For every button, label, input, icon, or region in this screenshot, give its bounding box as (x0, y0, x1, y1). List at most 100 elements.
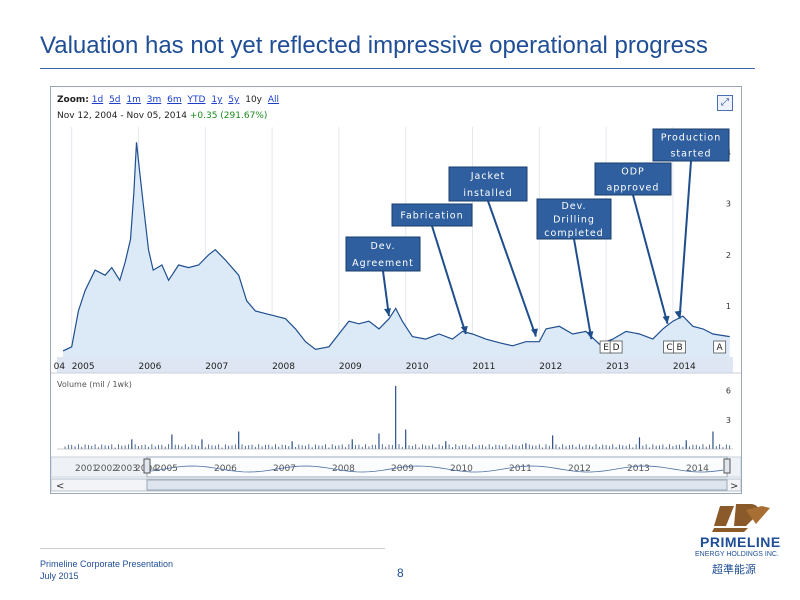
annotation-text: Agreement (352, 258, 414, 269)
footer-presentation-name: Primeline Corporate Presentation (40, 559, 174, 569)
x-tick-label: 04 (54, 362, 66, 372)
annotation-box (391, 203, 473, 227)
event-flag-label: E (603, 343, 609, 353)
annotation-arrow (632, 194, 669, 325)
annotation-text: Dev. (370, 241, 395, 252)
annotation-text: Production (661, 133, 722, 144)
annotation-text: installed (463, 188, 512, 199)
navigator-label: 2014 (686, 464, 709, 474)
navigator-label: 2006 (214, 464, 237, 474)
event-flag (673, 340, 686, 354)
zoom-option-3m[interactable]: 3m (146, 95, 162, 105)
slide-title: Valuation has not yet reflected impressi… (40, 32, 708, 59)
logo-name: PRIMELINE (700, 534, 781, 550)
annotation-box (652, 128, 730, 162)
zoom-option-1d[interactable]: 1d (91, 95, 104, 105)
annotation-text: completed (544, 228, 603, 239)
price-area (63, 142, 730, 357)
volume-label: Volume (mil / 1wk) (57, 380, 132, 389)
x-tick-label: 2010 (406, 362, 429, 372)
x-tick-label: 2014 (673, 362, 696, 372)
title-divider (40, 68, 755, 69)
navigator-label: 2012 (568, 464, 591, 474)
x-tick-label: 2012 (539, 362, 562, 372)
annotation-arrowhead (383, 308, 391, 317)
x-tick-label: 2009 (339, 362, 362, 372)
price-volume-chart: 1234042005200620072008200920102011201220… (51, 127, 741, 492)
zoom-option-all[interactable]: All (267, 95, 280, 105)
zoom-controls: Zoom: 1d 5d 1m 3m 6m YTD 1y 5y 10y All (57, 95, 282, 105)
price-line (62, 142, 730, 352)
annotation-text: Jacket (470, 171, 506, 182)
annotation-arrow (431, 225, 467, 335)
annotation-arrowhead (662, 315, 670, 324)
event-flag-label: A (717, 343, 724, 353)
annotation-box (448, 166, 528, 202)
date-range-row: Nov 12, 2004 - Nov 05, 2014 +0.35 (291.6… (57, 111, 267, 121)
navigator-handle-left (143, 458, 151, 474)
annotation-text: started (670, 149, 711, 160)
zoom-option-ytd[interactable]: YTD (187, 95, 206, 105)
annotation-box (345, 236, 421, 272)
annotation-arrowhead (460, 326, 468, 334)
expand-icon[interactable]: ⤢ (717, 95, 733, 111)
chevron-left-icon: < (56, 481, 64, 492)
annotation-arrow (678, 160, 692, 319)
annotation-arrowhead (674, 310, 682, 319)
x-tick-label: 2005 (72, 362, 95, 372)
footer-text: Primeline Corporate Presentation July 20… (40, 558, 173, 582)
event-flag-label: D (613, 343, 620, 353)
footer-date: July 2015 (40, 571, 79, 581)
y-tick-label: 2 (726, 251, 731, 260)
volume-tick-label: 3 (726, 416, 731, 425)
annotation-arrowhead (586, 331, 594, 340)
zoom-option-6m[interactable]: 6m (167, 95, 182, 105)
y-tick-label: 3 (726, 200, 731, 209)
annotation-arrow (487, 200, 537, 337)
navigator-line (146, 465, 724, 473)
navigator-label: 2002 (95, 464, 118, 474)
x-axis-band (57, 357, 733, 373)
navigator-label: 2003 (115, 464, 138, 474)
navigator-label: 2007 (273, 464, 296, 474)
annotation-box (536, 198, 612, 240)
x-tick-label: 2011 (472, 362, 495, 372)
zoom-option-1m[interactable]: 1m (126, 95, 141, 105)
price-change: +0.35 (291.67%) (189, 111, 268, 121)
navigator-label: 2008 (332, 464, 355, 474)
navigator-label: 2001 (75, 464, 98, 474)
zoom-option-5y[interactable]: 5y (228, 95, 240, 105)
x-tick-label: 2013 (606, 362, 629, 372)
navigator-label: 2013 (627, 464, 650, 474)
x-tick-label: 2008 (272, 362, 295, 372)
event-flag (713, 340, 727, 354)
annotation-text: Drilling (553, 215, 595, 226)
chevron-right-icon: > (730, 481, 738, 492)
date-range: Nov 12, 2004 - Nov 05, 2014 (57, 111, 187, 121)
zoom-label: Zoom: (57, 95, 89, 105)
event-flag (609, 340, 623, 354)
annotation-text: approved (607, 183, 660, 194)
annotation-arrowhead (530, 328, 538, 337)
zoom-option-10y[interactable]: 10y (245, 95, 262, 105)
annotation-text: ODP (621, 167, 645, 178)
x-tick-label: 2006 (138, 362, 161, 372)
navigator-label: 2011 (509, 464, 532, 474)
x-tick-label: 2007 (205, 362, 228, 372)
annotation-text: Fabrication (400, 211, 463, 222)
event-flag-label: B (676, 343, 682, 353)
navigator-label: 2009 (391, 464, 414, 474)
primeline-logo-icon (712, 504, 770, 532)
annotation-box (594, 162, 672, 196)
page-number: 8 (397, 566, 404, 580)
zoom-option-1y[interactable]: 1y (211, 95, 223, 105)
scrollbar-thumb (146, 479, 728, 491)
logo-chinese-name: 超準能源 (712, 563, 756, 576)
annotation-text: Dev. (561, 201, 586, 212)
footer-divider (40, 548, 385, 549)
zoom-option-5d[interactable]: 5d (109, 95, 121, 105)
y-tick-label: 1 (726, 302, 731, 311)
navigator-label: 2010 (450, 464, 473, 474)
annotation-arrow (573, 238, 593, 340)
stock-chart-widget: Zoom: 1d 5d 1m 3m 6m YTD 1y 5y 10y All N… (50, 86, 742, 494)
